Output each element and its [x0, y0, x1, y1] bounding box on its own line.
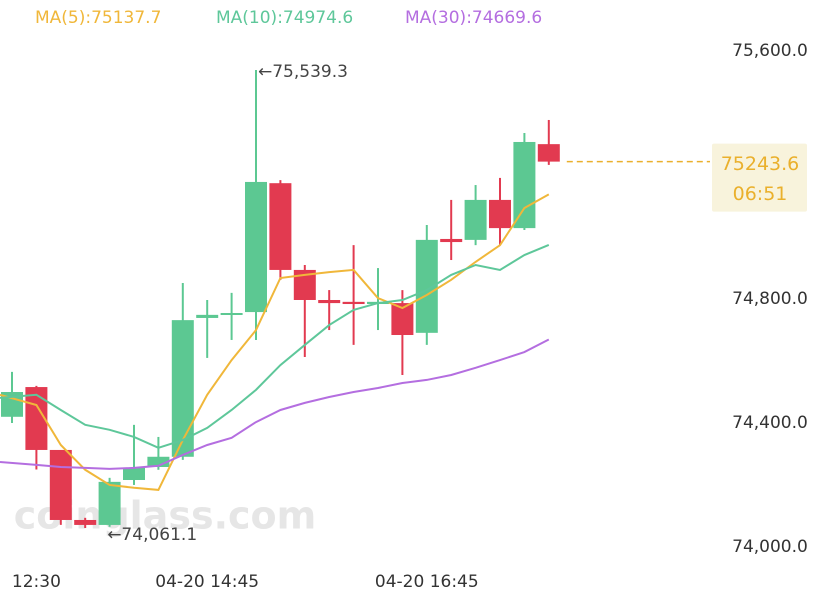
ma-line — [0, 338, 550, 470]
last-price-box — [712, 143, 807, 212]
candle — [318, 290, 341, 331]
candle — [415, 225, 438, 345]
ma-line — [0, 244, 550, 449]
candle-body — [49, 449, 72, 520]
candle-body — [440, 238, 463, 243]
candle — [293, 264, 316, 358]
candle — [220, 292, 243, 340]
candle-body — [464, 199, 487, 240]
y-tick-label: 74,400.0 — [732, 413, 808, 433]
candle-body — [171, 320, 194, 457]
candle-body — [489, 199, 511, 229]
legend-entry: MA(30):74669.6 — [405, 8, 542, 28]
last-price-label: 75243.6 — [721, 153, 800, 175]
candle-body — [318, 299, 341, 304]
candle-body — [513, 141, 536, 229]
candle — [440, 199, 463, 261]
candle-body — [269, 183, 292, 270]
x-tick-label: 04-20 14:45 — [155, 572, 259, 592]
candle-body — [74, 519, 97, 525]
candle — [25, 385, 48, 470]
low-annotation: ←74,061.1 — [107, 525, 197, 545]
candle — [342, 245, 365, 345]
candle — [489, 177, 511, 246]
candle — [74, 517, 97, 528]
y-tick-label: 74,800.0 — [732, 289, 808, 309]
high-annotation: ←75,539.3 — [258, 62, 348, 82]
candle — [537, 119, 560, 165]
candle-body — [391, 303, 414, 336]
candle-body — [245, 181, 267, 313]
candle — [245, 70, 267, 340]
candle-body — [98, 481, 121, 525]
candle-body — [123, 467, 145, 481]
candle — [49, 449, 72, 525]
candle — [147, 436, 170, 470]
candle — [98, 477, 121, 527]
candle-body — [220, 313, 243, 316]
candle-body — [147, 456, 170, 467]
candle — [464, 185, 487, 246]
candle-body — [537, 144, 560, 162]
candle — [196, 299, 219, 358]
x-tick-label: 04-20 16:45 — [375, 572, 479, 592]
candle — [123, 424, 145, 485]
candle-body — [293, 269, 316, 300]
candle — [513, 132, 536, 230]
ma-line — [0, 193, 550, 491]
legend-entry: MA(5):75137.7 — [35, 8, 161, 28]
candle — [269, 180, 292, 280]
y-tick-label: 75,600.0 — [732, 41, 808, 61]
countdown-label: 06:51 — [733, 183, 788, 205]
candle — [391, 290, 414, 375]
candle-body — [415, 239, 438, 333]
y-tick-label: 74,000.0 — [732, 537, 808, 557]
legend-entry: MA(10):74974.6 — [216, 8, 353, 28]
candle-body — [342, 301, 365, 305]
candle-body — [196, 314, 219, 318]
x-tick-label: 12:30 — [12, 572, 61, 592]
candle — [171, 282, 194, 460]
